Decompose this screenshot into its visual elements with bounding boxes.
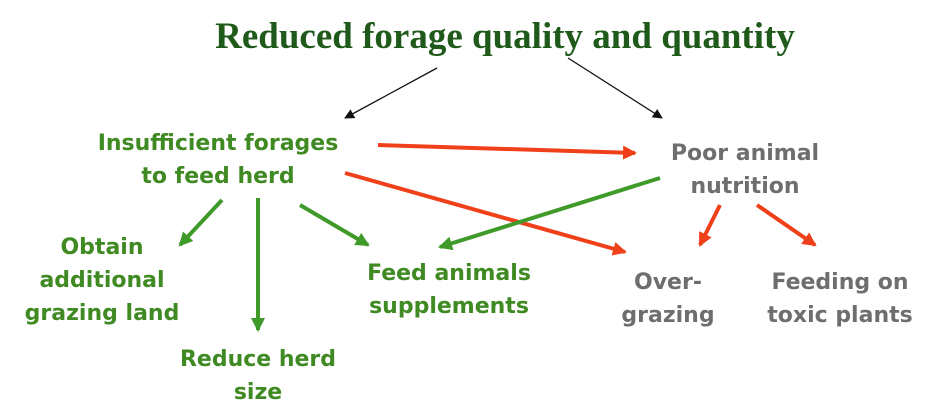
node-label: Over- — [634, 270, 702, 295]
node-label: Feed animals — [367, 261, 531, 286]
arrow — [698, 204, 722, 247]
arrow — [567, 57, 663, 119]
node-label: additional — [39, 268, 164, 293]
node-label: size — [234, 380, 282, 403]
arrow — [178, 198, 224, 247]
arrow — [298, 203, 370, 247]
node-label: toxic plants — [767, 303, 912, 328]
node-label: Poor animal — [671, 141, 819, 166]
node-label: grazing — [621, 303, 714, 328]
arrow — [755, 203, 817, 247]
node-label: supplements — [369, 294, 529, 319]
node-label: to feed herd — [141, 164, 294, 189]
node-label: Reduce herd — [180, 347, 336, 372]
node-label: Obtain — [60, 235, 143, 260]
node-label: Feeding on — [771, 270, 908, 295]
arrow — [344, 171, 627, 256]
arrows — [178, 57, 817, 332]
arrow — [438, 176, 661, 251]
title: Reduced forage quality and quantity — [215, 16, 795, 57]
node-label: Insufficient forages — [98, 131, 339, 156]
node-label: grazing land — [25, 301, 180, 326]
arrow — [344, 67, 438, 119]
node-label: nutrition — [690, 174, 799, 199]
nodes: Insufficient forages to feed herd Poor ani… — [25, 131, 913, 403]
arrow — [377, 143, 637, 160]
